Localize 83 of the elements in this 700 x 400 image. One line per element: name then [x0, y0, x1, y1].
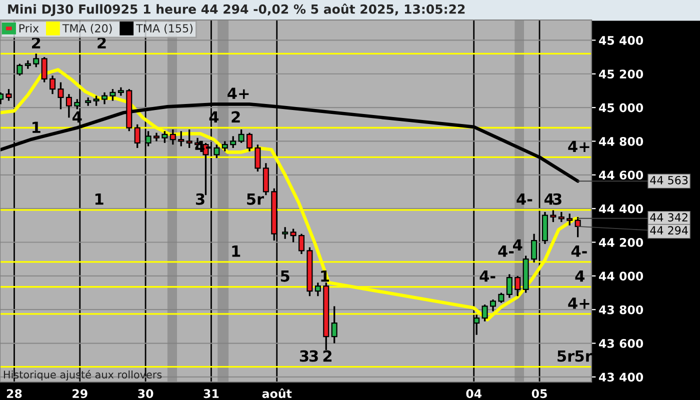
annotation: 4 [513, 239, 522, 250]
annotation: 4+ [568, 298, 590, 309]
annotation: 4- [498, 246, 514, 257]
candlestick [498, 292, 504, 304]
annotation: 4+ [228, 88, 249, 99]
annotation: 44 294 [650, 226, 688, 235]
annotation: 44 342 [650, 213, 688, 222]
annotation: 3 [310, 350, 318, 362]
candlestick [101, 92, 108, 106]
annotation: 5r [558, 350, 575, 362]
candlestick [282, 226, 288, 240]
candlestick [170, 128, 176, 146]
candlestick [222, 140, 228, 152]
candlestick [238, 128, 244, 144]
y-tick-label: 44 200 [598, 238, 644, 247]
candlestick [482, 304, 488, 322]
candlestick [93, 94, 100, 107]
candlestick [110, 88, 116, 102]
annotation: 4 [575, 270, 584, 282]
x-tick-label: 30 [138, 389, 154, 398]
annotation: 44 563 [650, 176, 688, 184]
annotation: 2 [98, 37, 106, 48]
annotation: 4 [544, 194, 554, 205]
annotation: 3 [553, 193, 562, 205]
annotation: 4- [516, 194, 532, 205]
candlestick [58, 81, 64, 110]
candlestick [331, 305, 338, 344]
y-tick-label: 45 200 [598, 70, 644, 79]
candlestick [134, 124, 140, 149]
annotation: 5r [247, 194, 264, 205]
y-tick-label: 44 600 [598, 170, 644, 180]
candlestick [531, 233, 538, 264]
x-tick-label: 04 [466, 389, 482, 398]
candlestick [178, 130, 184, 148]
y-tick-label: 44 400 [598, 204, 644, 214]
annotation: 3 [300, 350, 308, 362]
x-tick-label: 29 [72, 389, 88, 398]
x-tick-label: 05 [532, 389, 547, 398]
candlestick [41, 56, 48, 84]
y-tick-label: 45 400 [598, 36, 644, 45]
annotation: 4+ [568, 140, 590, 152]
annotation: 1 [232, 246, 240, 257]
candlestick [246, 132, 253, 152]
x-tick-label: 31 [204, 389, 219, 398]
candlestick [558, 211, 564, 223]
legend-label: Prix [19, 24, 39, 32]
candlestick [66, 93, 72, 118]
annotation: 4- [480, 270, 496, 282]
annotation: 2 [323, 350, 332, 362]
annotation: 3 [196, 193, 204, 205]
annotation: 1 [95, 194, 104, 205]
candlestick [162, 130, 168, 144]
candlestick [506, 273, 512, 299]
x-tick-label: 28 [6, 389, 22, 398]
y-tick-label: 44 800 [598, 136, 644, 146]
candlestick [314, 282, 321, 297]
candlestick [230, 135, 236, 149]
y-tick-label: 45 000 [598, 103, 644, 112]
candlestick [574, 216, 581, 238]
y-tick-label: 43 600 [598, 339, 644, 348]
annotation: Historique ajusté aux rollovers [4, 370, 162, 381]
annotation: 2 [232, 111, 240, 122]
legend-label: TMA (155) [136, 24, 192, 34]
chart-title: Mini DJ30 Full0925 1 heure 44 294 -0,02 % 5 août 2025, 13:05:22 [8, 4, 465, 16]
x-tick-label: août [262, 388, 292, 398]
annotation: 4- [571, 246, 587, 257]
y-tick-label: 43 400 [598, 372, 644, 382]
candlestick [290, 228, 296, 244]
candlestick [566, 212, 573, 226]
legend-label: TMA (20) [62, 24, 112, 34]
annotation: 2 [32, 37, 40, 48]
candlestick [262, 162, 269, 196]
candlestick [298, 233, 305, 255]
candlestick [186, 128, 192, 149]
candlestick [33, 52, 40, 68]
y-tick-label: 43 800 [598, 305, 644, 314]
candlestick [490, 298, 496, 312]
y-tick-label: 44 000 [598, 272, 644, 281]
candlestick [550, 209, 556, 223]
candlestick [514, 275, 521, 297]
annotation: 5 [280, 270, 290, 282]
candlestick [254, 144, 261, 172]
candlestick [50, 74, 56, 95]
